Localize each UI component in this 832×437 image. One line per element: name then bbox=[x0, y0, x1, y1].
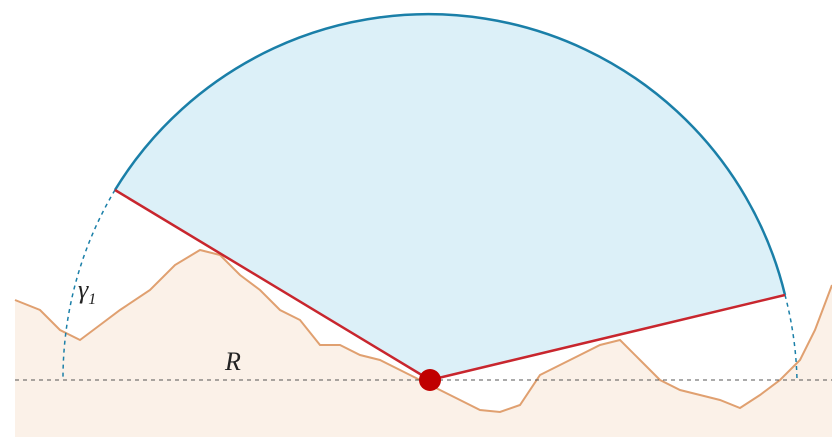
arc bbox=[113, 12, 787, 296]
angle-label: γ1 bbox=[78, 275, 96, 308]
sector bbox=[115, 14, 785, 381]
dashed-arc-right bbox=[784, 294, 798, 381]
center-point bbox=[419, 369, 441, 391]
angle-subscript: 1 bbox=[88, 291, 96, 308]
dashed-arc-left bbox=[62, 189, 116, 381]
radius-right bbox=[429, 293, 786, 382]
radius-left bbox=[114, 188, 431, 382]
radius-label: R bbox=[224, 347, 241, 376]
angle-symbol: γ bbox=[78, 275, 89, 304]
terrain-line bbox=[14, 248, 832, 414]
ground-fill bbox=[15, 250, 832, 437]
